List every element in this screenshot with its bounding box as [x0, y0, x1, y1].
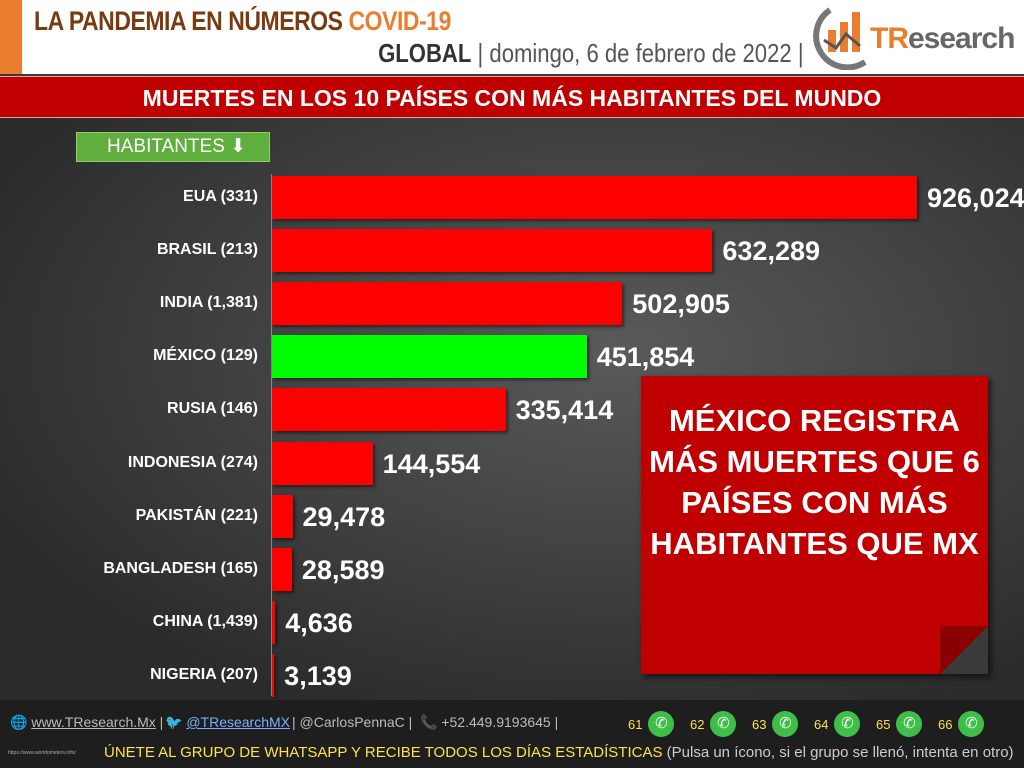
whatsapp-group-button[interactable]: 61 ✆: [628, 710, 675, 738]
bar: [272, 494, 293, 538]
phone-icon: 📞: [420, 714, 438, 730]
category-label: PAKISTÁN (221): [135, 506, 258, 524]
whatsapp-icon: ✆: [958, 711, 985, 737]
bar: [272, 441, 373, 485]
whatsapp-group-button[interactable]: 66 ✆: [938, 710, 985, 738]
twitter2-link[interactable]: | @CarlosPennaC |: [292, 714, 413, 730]
data-label: 144,554: [382, 448, 481, 479]
habitantes-sort-button[interactable]: HABITANTES ⬇: [76, 132, 270, 162]
whatsapp-group-button[interactable]: 64 ✆: [814, 710, 861, 738]
category-label: NIGERIA (207): [150, 665, 258, 683]
data-label: 451,854: [596, 342, 695, 373]
category-label: MÉXICO (129): [153, 347, 258, 365]
bar: [272, 388, 506, 432]
subtitle: GLOBAL | domingo, 6 de febrero de 2022 |: [378, 38, 804, 68]
whatsapp-icon: ✆: [710, 711, 737, 737]
bar: [272, 229, 713, 273]
whatsapp-icon: ✆: [834, 711, 861, 737]
scope: GLOBAL: [378, 38, 472, 68]
data-label: 335,414: [515, 395, 614, 426]
data-label: 29,478: [302, 501, 386, 532]
page-title: LA PANDEMIA EN NÚMEROS COVID-19: [34, 6, 451, 37]
axis-line: [271, 174, 272, 696]
category-label: BANGLADESH (165): [103, 559, 258, 577]
web-link[interactable]: 🌐 www.TResearch.Mx |: [10, 714, 164, 730]
tresearch-logo: TResearch: [810, 0, 1020, 71]
whatsapp-icon: ✆: [772, 711, 799, 737]
category-label: CHINA (1,439): [152, 612, 258, 630]
bar: [272, 600, 276, 644]
category-label: INDIA (1,381): [159, 294, 258, 312]
whatsapp-icon: ✆: [896, 711, 923, 737]
join-text: ÚNETE AL GRUPO DE WHATSAPP Y RECIBE TODO…: [104, 744, 1014, 761]
phone: 📞 +52.449.9193645 |: [420, 714, 559, 730]
whatsapp-group-button[interactable]: 65 ✆: [876, 710, 923, 738]
bar: [272, 653, 275, 697]
data-label: 926,024: [927, 183, 1024, 213]
title-accent: COVID-19: [348, 6, 452, 36]
page-fold: [940, 626, 988, 674]
data-label: 4,636: [285, 607, 353, 638]
data-label: 3,139: [284, 660, 352, 691]
footer: 🌐 www.TResearch.Mx | 🐦 @TResearchMX | @C…: [0, 700, 1024, 768]
twitter-link[interactable]: 🐦 @TResearchMX: [165, 714, 291, 730]
data-label: 632,289: [722, 236, 820, 267]
chart-title-banner: MUERTES EN LOS 10 PAÍSES CON MÁS HABITAN…: [0, 76, 1024, 118]
data-label: 502,905: [632, 289, 730, 320]
category-label: BRASIL (213): [156, 241, 258, 259]
whatsapp-icon: ✆: [648, 711, 675, 737]
whatsapp-group-button[interactable]: 63 ✆: [752, 710, 799, 738]
source: https://www.worldometers.info/: [8, 750, 76, 756]
data-label: 28,589: [301, 554, 385, 585]
logo-chart-icon: [813, 7, 867, 71]
whatsapp-group-button[interactable]: 62 ✆: [690, 710, 737, 738]
category-label: EUA (331): [183, 188, 258, 205]
bar: [272, 547, 292, 591]
header: LA PANDEMIA EN NÚMEROS COVID-19 GLOBAL |…: [0, 0, 1024, 74]
bar: [272, 282, 623, 326]
title-text: LA PANDEMIA EN NÚMEROS: [34, 6, 343, 36]
bar: [272, 335, 587, 379]
arrow-down-icon: ⬇: [224, 136, 247, 157]
category-label: RUSIA (146): [167, 400, 258, 418]
twitter-icon: 🐦: [165, 714, 183, 730]
callout-note: MÉXICO REGISTRA MÁS MUERTES QUE 6 PAÍSES…: [641, 376, 988, 674]
globe-icon: 🌐: [10, 714, 28, 730]
date: domingo, 6 de febrero de 2022: [489, 38, 793, 68]
category-label: INDONESIA (274): [127, 453, 258, 471]
bar: [272, 176, 917, 219]
